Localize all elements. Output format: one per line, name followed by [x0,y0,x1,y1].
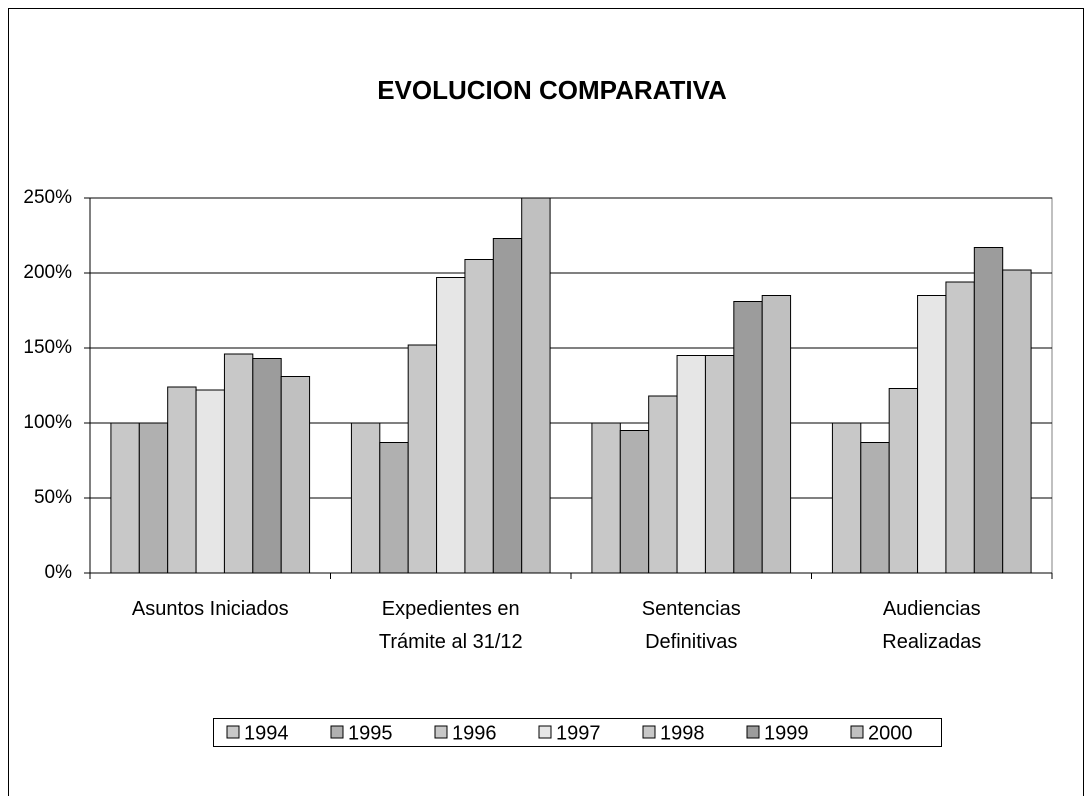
legend-swatch [746,725,760,739]
legend-swatch [226,725,240,739]
y-tick-label: 150% [23,337,72,358]
legend-swatch [642,725,656,739]
bar [917,295,947,574]
legend-label: 1996 [452,722,497,744]
bar [350,422,381,574]
x-tick-label-line: Expedientes en [382,598,520,620]
bar [973,247,1004,574]
x-tick-label-line: Sentencias [642,598,741,620]
bar [407,344,438,574]
bar [704,355,735,574]
x-tick-label-line: Asuntos Iniciados [132,598,289,620]
bar [1002,269,1032,574]
bar [492,238,523,574]
x-tick-label: Sentencias Definitivas [642,598,741,653]
bar [648,395,678,574]
x-tick-label: Audiencias Realizadas [882,598,981,653]
bar [223,353,254,574]
bar [888,388,919,574]
bar [167,386,197,574]
bar [733,301,763,574]
legend-label: 1995 [348,722,393,744]
bar [676,355,706,574]
legend-label: 2000 [868,722,913,744]
legend-swatch [538,725,552,739]
legend-label: 1994 [244,722,289,744]
chart-title: EVOLUCION COMPARATIVA [377,75,727,105]
bar [945,281,975,574]
bar [252,358,282,574]
bar [831,422,862,574]
bar [591,422,621,574]
legend-swatch [330,725,344,739]
y-tick-label: 200% [23,262,72,283]
bar [379,442,409,574]
x-tick-label-line: Audiencias [883,598,981,620]
x-tick-label: Asuntos Iniciados [132,598,289,620]
legend-label: 1997 [556,722,601,744]
bar [464,259,494,574]
x-tick-label-line: Definitivas [645,631,737,653]
bar [619,430,650,574]
x-tick-label-line: Realizadas [882,631,981,653]
y-tick-label: 250% [23,187,72,208]
legend-swatch [434,725,448,739]
bar [521,197,551,574]
bar [110,422,140,574]
legend-label: 1999 [764,722,809,744]
bar [138,422,169,574]
legend-label: 1998 [660,722,705,744]
bar [195,389,225,574]
y-tick-label: 0% [45,562,73,583]
bar [280,376,311,574]
bar [761,295,792,574]
x-tick-label: Expedientes en Trámite al 31/12 [379,598,523,653]
bar [436,277,466,574]
x-tick-label-line: Trámite al 31/12 [379,631,523,653]
legend-swatch [850,725,864,739]
bar [860,442,890,574]
y-tick-label: 50% [34,487,72,508]
y-tick-label: 100% [23,412,72,433]
